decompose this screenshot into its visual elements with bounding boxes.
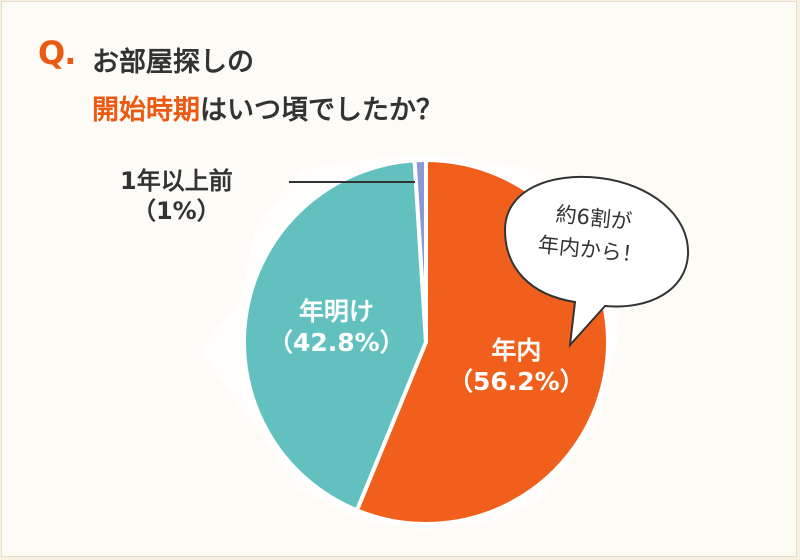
slice-name-new-year: 年明け [298,297,374,326]
slice-name-over-year: 1年以上前 [120,167,233,195]
pie-slices [242,158,610,526]
question-line-1: お部屋探しの [92,47,254,78]
question-highlight: 開始時期 [92,95,200,126]
speech-bubble [503,175,690,349]
question-line-2: 開始時期はいつ頃でしたか？ [92,88,443,127]
slice-new-year [242,158,428,513]
slice-label-new-year: 年明け （42.8%） [268,296,405,359]
slice-value-new-year: （42.8%） [268,328,405,358]
question-rest: はいつ頃でしたか？ [200,95,443,126]
slice-over-year [412,158,428,344]
slice-label-over-year: 1年以上前 （1%） [120,166,233,226]
leader-line [289,181,415,183]
slice-value-over-year: （1%） [131,197,221,225]
slice-name-within-year: 年内 [491,336,542,365]
slice-label-within-year: 年内 （56.2%） [448,335,585,398]
slice-value-within-year: （56.2%） [448,367,585,397]
question-mark: Q. [38,34,76,72]
